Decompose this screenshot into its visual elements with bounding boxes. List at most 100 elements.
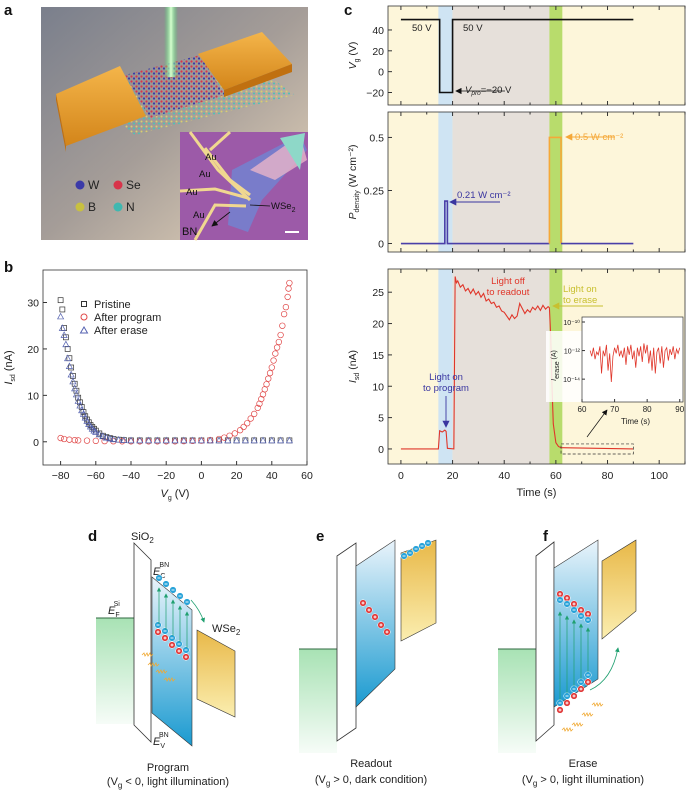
data-point	[266, 369, 274, 377]
program-label: Light on	[429, 372, 463, 383]
series-after-erase	[57, 312, 293, 444]
y-tick-label: 25	[372, 287, 384, 299]
hole-icon	[175, 647, 183, 655]
series-line-erase-light	[548, 136, 562, 244]
phase-band-program	[438, 6, 453, 105]
data-point	[87, 422, 94, 428]
electron-icon	[406, 549, 414, 557]
plus-sign	[586, 680, 590, 684]
plus-sign	[579, 608, 583, 612]
readout-condition: (Vg > 0, dark condition)	[315, 774, 427, 788]
atom-label: W	[88, 178, 100, 192]
x-tick-label: −80	[52, 470, 70, 482]
subplot-c_vg: −20 0 20 40 Vg (V)	[347, 5, 686, 106]
atom-se-icon	[113, 180, 123, 190]
data-point	[95, 430, 103, 438]
data-point	[285, 436, 293, 444]
electron-icon	[570, 606, 578, 614]
au-label-4: Au	[193, 210, 205, 221]
electron-icon	[182, 646, 190, 654]
data-point	[270, 357, 277, 364]
plus-sign	[177, 649, 181, 653]
x-tick-label: 100	[650, 470, 668, 482]
photon-icon	[591, 702, 604, 707]
hole-icon	[577, 685, 585, 693]
data-point	[109, 435, 117, 443]
bn-slab	[553, 539, 599, 708]
atom-label: N	[126, 200, 135, 214]
data-point	[247, 415, 254, 422]
data-point	[180, 436, 188, 444]
x-tick-label: 60	[550, 470, 562, 482]
electron-icon	[556, 699, 564, 707]
phase-band-program	[438, 112, 453, 252]
x-axis-label: Time (s)	[517, 487, 557, 499]
electron-icon	[412, 545, 420, 553]
si-gate-block	[96, 618, 134, 724]
vg-level-label: 50 V	[412, 23, 432, 34]
erase-condition: (Vg > 0, light illumination)	[522, 774, 644, 788]
data-point	[244, 420, 251, 427]
device-rendering: W SeB N Au Au Au Au WSe2 BN	[41, 7, 308, 241]
electron-icon	[418, 542, 426, 550]
sio2-barrier	[336, 542, 357, 742]
phase-band-erase	[549, 6, 563, 105]
charge-carriers	[141, 539, 604, 732]
plus-sign	[373, 615, 377, 619]
data-point	[231, 430, 238, 437]
data-point	[120, 436, 128, 444]
y-tick-label: 30	[27, 298, 39, 310]
phase-band-readout	[452, 6, 550, 105]
inset-label-backdrop	[546, 331, 582, 402]
hole-icon	[570, 600, 578, 608]
data-point	[90, 426, 98, 434]
y-tick-label: −20	[366, 87, 384, 99]
data-point	[154, 438, 161, 445]
legend-label: Pristine	[94, 299, 131, 311]
series-line-program-light	[400, 200, 550, 245]
hole-icon	[577, 606, 585, 614]
electron-icon	[556, 596, 564, 604]
electron-icon	[161, 627, 169, 635]
electron-icon	[183, 598, 191, 606]
erase-label: Light on	[563, 284, 597, 295]
data-point	[69, 377, 77, 385]
legend-marker	[79, 326, 89, 334]
zoom-region-box	[560, 443, 634, 455]
data-point	[68, 364, 75, 371]
band-diagram-erase: Erase (Vg > 0, light illumination)	[498, 539, 644, 788]
au-label-1: Au	[205, 152, 217, 163]
readout-caption: Readout	[350, 758, 392, 770]
wse2-band-label: WSe2	[212, 623, 241, 637]
data-point	[92, 428, 100, 435]
y-tick-label: 0	[378, 239, 384, 251]
y-tick-label: 0	[378, 444, 384, 456]
hole-icon	[563, 699, 571, 707]
phase-band-erase	[549, 112, 563, 252]
sio2-label: SiO2	[131, 531, 154, 545]
data-point	[64, 346, 71, 352]
vg-level-label: 50 V	[463, 23, 483, 34]
data-point	[58, 324, 66, 331]
data-point	[76, 401, 84, 409]
data-point	[251, 410, 258, 418]
data-point	[171, 438, 179, 445]
right-electrode	[198, 32, 292, 90]
plus-sign	[565, 596, 569, 600]
data-point	[80, 409, 87, 415]
data-point	[215, 436, 223, 444]
electron-icon	[154, 621, 162, 629]
data-point	[65, 362, 73, 369]
data-point	[236, 427, 244, 434]
x-tick-label: 20	[231, 470, 243, 482]
data-point	[127, 436, 135, 444]
data-point	[145, 438, 152, 445]
data-point	[81, 413, 89, 421]
plus-sign	[163, 636, 167, 640]
hole-icon	[365, 606, 373, 614]
band-diagram-program: SiO2 ECBN EVBN EFSi WSe2 Program (Vg < 0…	[96, 531, 241, 790]
data-point	[256, 400, 263, 407]
data-point	[206, 436, 214, 444]
hole-icon	[359, 599, 367, 607]
